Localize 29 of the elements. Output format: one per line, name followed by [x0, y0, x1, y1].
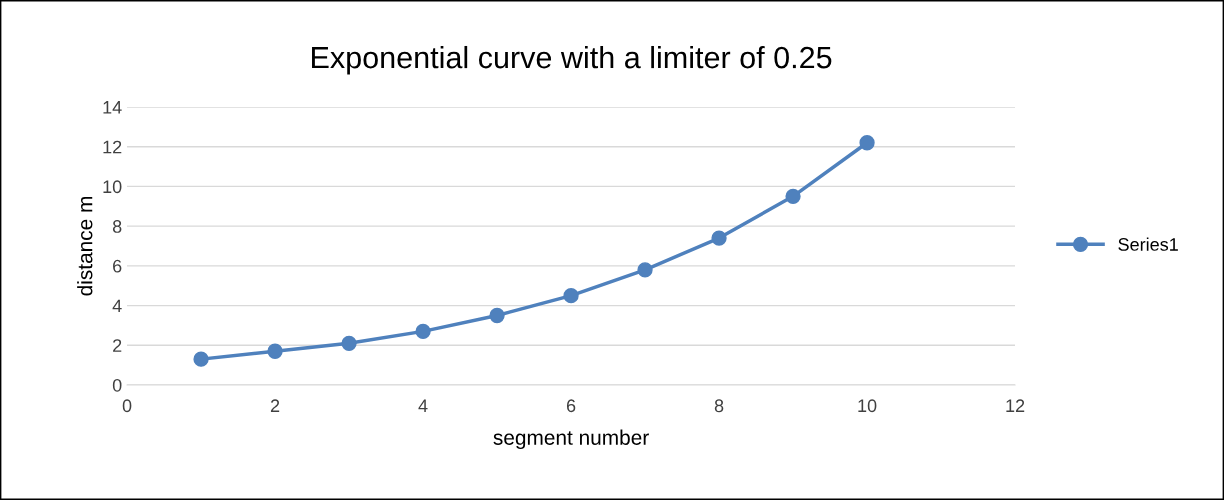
x-tick-label: 2 [270, 399, 280, 412]
x-tick-label: 4 [418, 399, 428, 412]
point [563, 288, 579, 304]
point [785, 188, 801, 204]
point [637, 262, 653, 278]
point [711, 230, 727, 246]
legend-label: Series1 [1118, 237, 1178, 251]
y-tick-label: 4 [112, 299, 122, 313]
x-tick-label: 12 [1006, 399, 1025, 412]
y-tick-label: 2 [113, 339, 122, 352]
point [415, 323, 431, 340]
y-tick-label: 10 [103, 180, 122, 194]
point [341, 335, 357, 351]
y-axis-title: distance m [77, 197, 93, 296]
y-tick-label: 6 [113, 259, 122, 273]
y-tick-label: 8 [112, 220, 122, 233]
point [859, 135, 875, 151]
point [267, 343, 283, 359]
x-tick-label: 6 [566, 399, 576, 413]
x-tick-label: 0 [122, 399, 132, 413]
y-tick-label: 0 [112, 378, 122, 392]
point [489, 307, 505, 324]
y-tick-label: 14 [103, 101, 122, 114]
y-tick-label: 12 [103, 140, 122, 154]
chart-title: Exponential curve with a limiter of 0.25 [312, 45, 832, 75]
point [193, 351, 209, 367]
x-tick-label: 10 [858, 399, 877, 413]
x-tick-label: 8 [714, 399, 724, 413]
x-axis-title: segment number [493, 429, 649, 450]
